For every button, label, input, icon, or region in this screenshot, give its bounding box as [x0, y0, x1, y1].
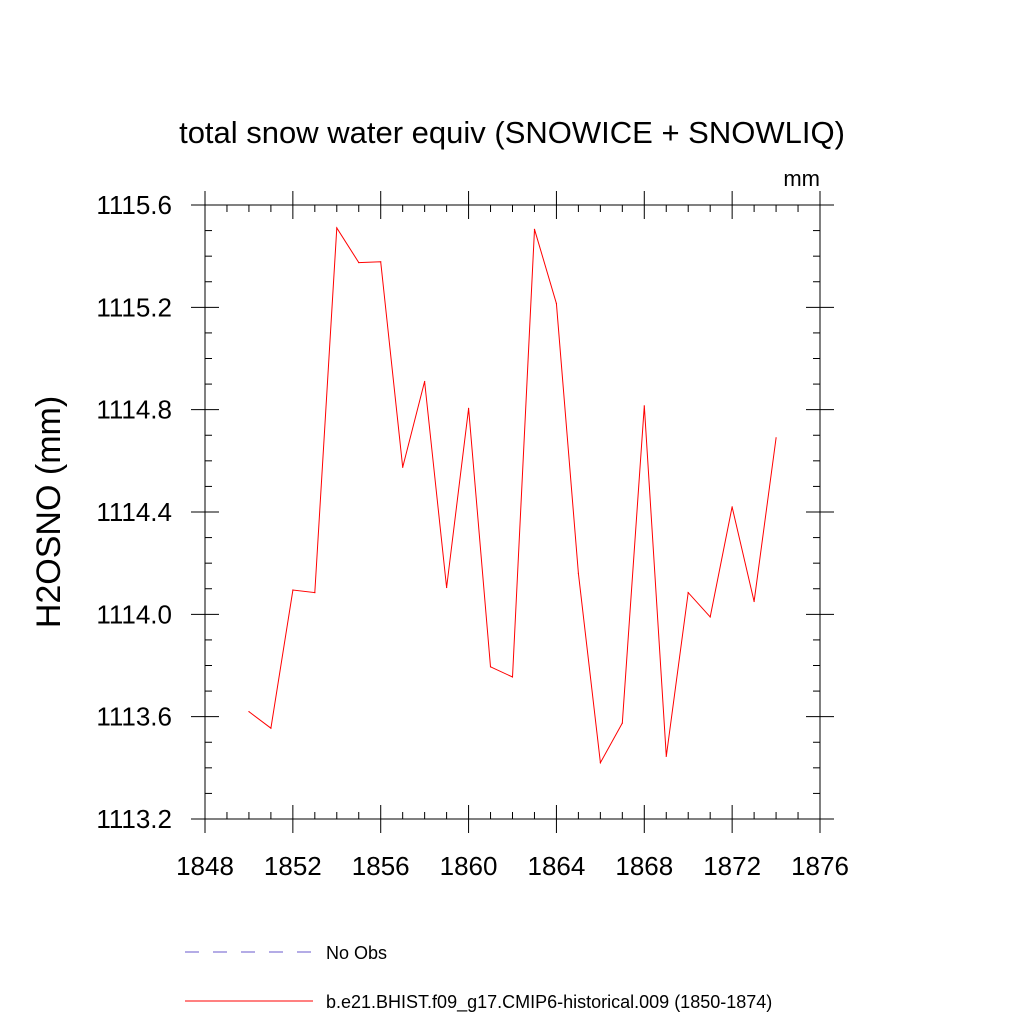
- data-point: [665, 755, 667, 757]
- data-point: [599, 762, 601, 764]
- data-point: [248, 710, 250, 713]
- x-tick-label: 1876: [791, 851, 849, 881]
- y-tick-label: 1114.4: [96, 497, 172, 527]
- data-point: [336, 227, 338, 229]
- data-point: [731, 506, 733, 508]
- data-point: [511, 676, 514, 678]
- data-point: [533, 228, 536, 230]
- data-point: [358, 261, 360, 264]
- legend: No Obs b.e21.BHIST.f09_g17.CMIP6-historic…: [185, 943, 772, 1013]
- legend-label: No Obs: [326, 943, 387, 963]
- x-tick-label: 1852: [264, 851, 322, 881]
- data-point: [402, 466, 404, 468]
- y-axis-label: H2OSNO (mm): [30, 396, 68, 628]
- data-point: [467, 407, 470, 409]
- x-tick-label: 1868: [615, 851, 673, 881]
- data-point: [621, 722, 623, 724]
- data-point: [314, 591, 316, 594]
- series-layer: [248, 226, 777, 765]
- legend-label: b.e21.BHIST.f09_g17.CMIP6-historical.009…: [326, 992, 772, 1013]
- data-point: [489, 666, 492, 668]
- x-tick-label: 1848: [176, 851, 234, 881]
- data-point: [643, 405, 645, 407]
- x-tick-label: 1872: [703, 851, 761, 881]
- data-point: [292, 589, 294, 591]
- plot-frame: [204, 204, 821, 820]
- data-point: [424, 380, 426, 383]
- x-tick-label: 1856: [352, 851, 410, 881]
- x-tick-label: 1864: [528, 851, 586, 881]
- data-point: [380, 261, 382, 263]
- chart-title: total snow water equiv (SNOWICE + SNOWLI…: [179, 115, 845, 150]
- y-tick-label: 1115.6: [96, 190, 172, 220]
- series-line: [248, 226, 777, 765]
- data-point: [577, 572, 579, 575]
- axis-tick-labels: 1848 1852 1856 1860 1864 1868 1872 1876 1113.2 11…: [96, 190, 849, 881]
- y-tick-label: 1114.8: [96, 395, 172, 425]
- data-point: [775, 437, 777, 439]
- data-point: [753, 600, 755, 603]
- units-label: mm: [783, 166, 820, 191]
- y-tick-label: 1114.0: [96, 599, 172, 629]
- data-point: [709, 616, 711, 618]
- data-point: [270, 727, 272, 729]
- axis-ticks: [191, 191, 834, 833]
- data-point: [446, 586, 448, 589]
- y-tick-label: 1113.2: [96, 804, 172, 834]
- data-point: [555, 302, 558, 305]
- data-point: [687, 591, 689, 594]
- x-tick-label: 1860: [440, 851, 498, 881]
- y-tick-label: 1113.6: [96, 702, 172, 732]
- y-tick-label: 1115.2: [96, 292, 172, 322]
